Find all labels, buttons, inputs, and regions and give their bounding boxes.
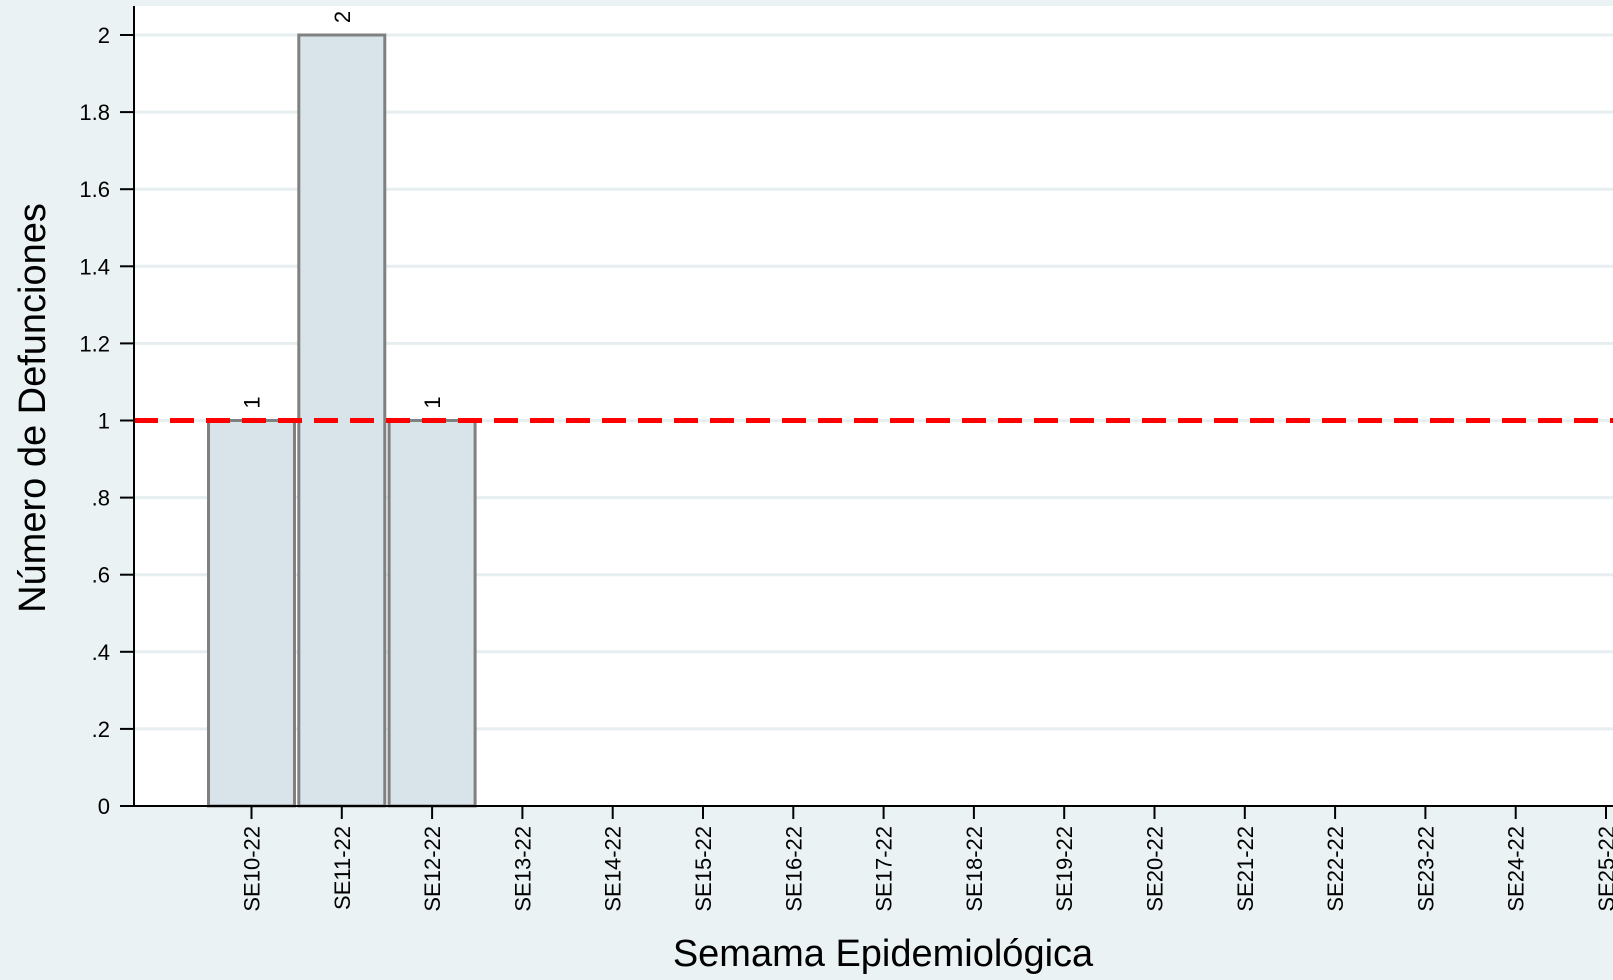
x-tick-label: SE25-22 [1594,826,1613,912]
y-tick-label: .8 [92,486,110,511]
x-tick-label: SE22-22 [1323,826,1348,912]
y-tick-label: 2 [98,23,110,48]
y-tick-label: .4 [92,640,110,665]
bar [389,421,475,807]
x-tick-label: SE16-22 [781,826,806,912]
x-tick-label: SE10-22 [240,826,265,912]
bar [209,421,295,807]
x-tick-label: SE21-22 [1233,826,1258,912]
x-tick-label: SE11-22 [330,826,355,910]
x-tick-label: SE14-22 [601,826,626,912]
x-tick-label: SE24-22 [1504,826,1529,912]
x-tick-label: SE15-22 [691,826,716,912]
y-tick-label: 0 [98,794,110,819]
bar-value-label: 2 [330,11,355,23]
y-tick-label: 1 [98,409,110,434]
x-axis-label: Semama Epidemiológica [673,933,1094,975]
x-tick-label: SE17-22 [872,826,897,912]
x-tick-label: SE18-22 [962,826,987,912]
y-tick-label: .2 [92,717,110,742]
y-tick-label: 1.6 [79,177,110,202]
y-tick-label: .6 [92,563,110,588]
x-tick-label: SE23-22 [1413,826,1438,912]
x-tick-label: SE20-22 [1143,826,1168,912]
x-tick-label: SE13-22 [510,826,535,912]
x-tick-label: SE19-22 [1052,826,1077,912]
bar-value-label: 1 [240,396,265,408]
bar-value-label: 1 [420,396,445,408]
x-tick-label: SE12-22 [420,826,445,912]
y-axis-label: Número de Defunciones [12,203,54,613]
y-tick-label: 1.2 [79,331,110,356]
y-tick-label: 1.8 [79,100,110,125]
y-tick-label: 1.4 [79,254,110,279]
